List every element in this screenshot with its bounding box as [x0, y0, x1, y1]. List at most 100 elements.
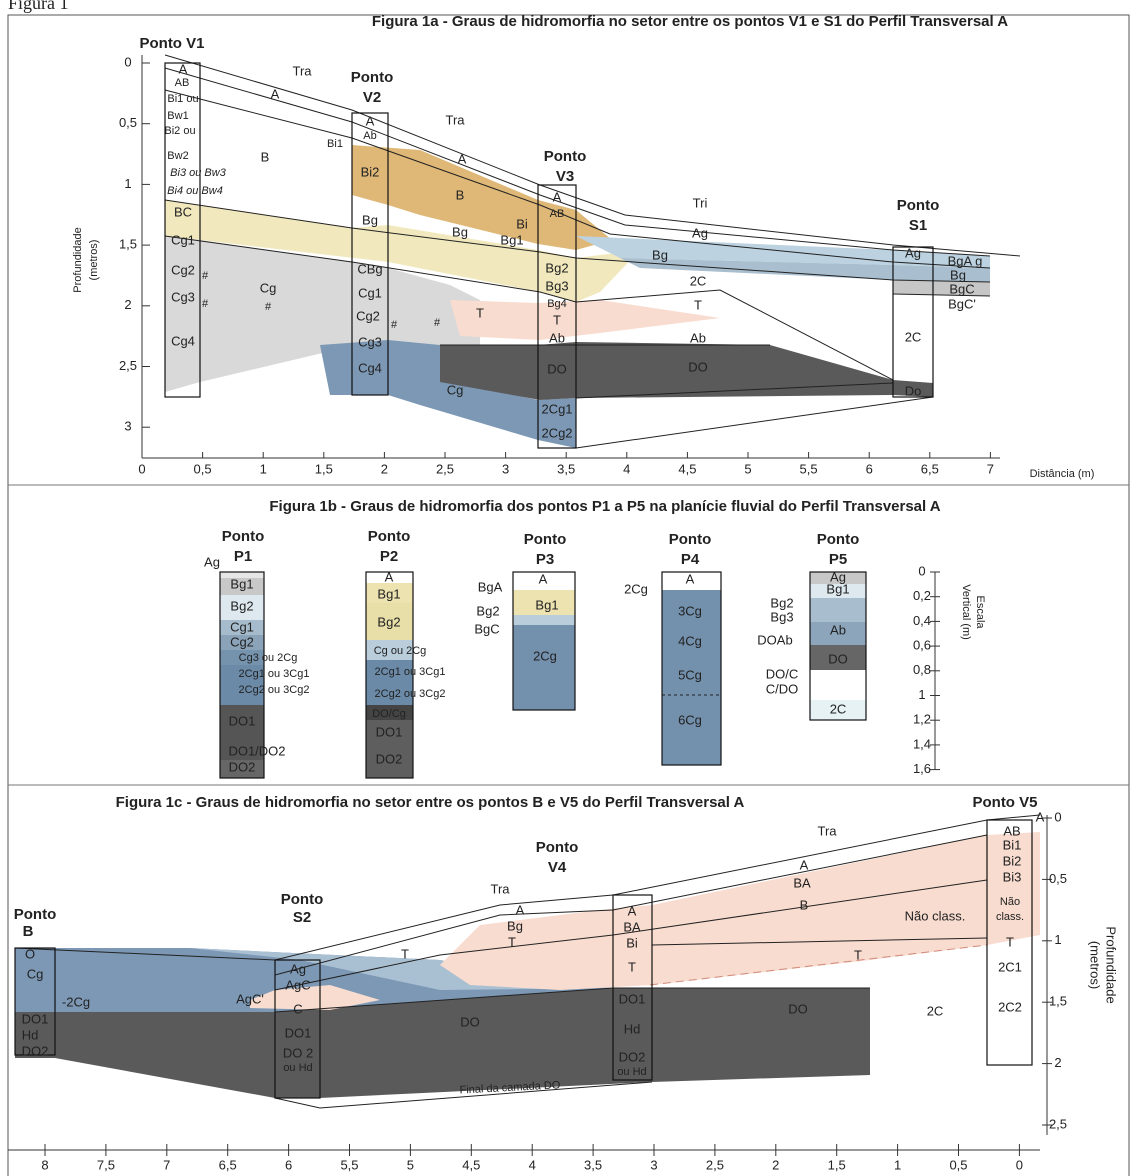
horizon-label: Ponto [536, 839, 579, 856]
horizon-label: Bg [362, 212, 378, 227]
horizon-label: Cg ou 2Cg [374, 645, 427, 657]
horizon-label: A [686, 571, 695, 586]
horizon-label: 5Cg [678, 667, 702, 682]
horizon-label: P1 [234, 548, 252, 565]
horizon-label: Tra [445, 112, 465, 127]
horizon-label: V4 [548, 859, 567, 876]
scale-label: Escala [974, 595, 986, 629]
frame [7, 14, 1130, 1176]
horizon-label: Ponto [897, 197, 940, 214]
horizon-label: DO [688, 359, 708, 374]
horizon-label: 2C [830, 701, 847, 716]
horizon-label: Cg4 [171, 333, 195, 348]
y-tick-label: 0 [1054, 809, 1061, 824]
horizon-label: Não [1000, 896, 1020, 908]
y-tick-label: 1,5 [1049, 994, 1067, 1009]
y-tick-label: 0,5 [119, 115, 137, 130]
horizon-label: Ag [204, 554, 220, 569]
horizon-label: Bg2 [770, 595, 793, 610]
horizon-label: 4Cg [678, 633, 702, 648]
horizon-label: Bi2 [1003, 853, 1022, 868]
horizon-label: T [401, 946, 409, 961]
scale-tick-label: 0,2 [913, 588, 931, 603]
scale-tick-label: 0,8 [913, 662, 931, 677]
horizon-label: Bg [950, 267, 966, 282]
horizon-label: DO2 [229, 759, 256, 774]
horizon-label: Cg3 [171, 289, 195, 304]
horizon-label: ou Hd [283, 1062, 312, 1074]
horizon-label: Bi1 [1003, 837, 1022, 852]
horizon-label: Ponto [524, 531, 567, 548]
horizon-label: Cg1 [230, 619, 254, 634]
lines-1a [141, 54, 1021, 459]
horizon-label: 2C1 [998, 959, 1022, 974]
caption: Figura 1 [8, 0, 69, 13]
x-tick-label: 4,5 [678, 461, 696, 476]
columns-1b [219, 571, 936, 779]
horizon-label: T [1006, 934, 1014, 949]
horizon-label: Bg2 [476, 603, 499, 618]
horizon-label: 2Cg1 [541, 401, 572, 416]
horizon-label: # [202, 298, 209, 310]
horizon-label: AB [550, 208, 565, 220]
y-axis-label: Profundidade [72, 227, 84, 292]
horizon-label: Bg2 [377, 614, 400, 629]
horizon-label: Tri [693, 195, 708, 210]
horizon-label: DO2 [376, 751, 403, 766]
horizon-label: DO1 [285, 1025, 312, 1040]
horizon-label: P5 [829, 551, 847, 568]
horizon-label: # [391, 319, 398, 331]
horizon-label: 2Cg2 ou 3Cg2 [375, 688, 446, 700]
horizon-label: B [456, 187, 465, 202]
horizon-label: Cg2 [230, 634, 254, 649]
y-axis-label: (metros) [1088, 941, 1103, 989]
horizon-label: DO/C [766, 666, 799, 681]
horizon-label: 2Cg1 ou 3Cg1 [239, 668, 310, 680]
horizon-label: Bg1 [500, 232, 523, 247]
title: Figura 1a - Graus de hidromorfia no seto… [372, 13, 1008, 30]
x-tick-label: 2,5 [436, 461, 454, 476]
horizon-label: A [458, 151, 467, 166]
horizon-label: Cg3 [358, 334, 382, 349]
horizon-label: 2Cg [624, 581, 648, 596]
horizon-label: DO [547, 361, 567, 376]
horizon-label: T [628, 959, 636, 974]
y-tick-label: 0,5 [1049, 871, 1067, 886]
horizon-label: Bi2 ou [164, 125, 195, 137]
horizon-label: Tra [292, 63, 312, 78]
horizon-label: Cg1 [358, 285, 382, 300]
x-tick-label: 6,5 [219, 1157, 237, 1172]
horizon-label: 2C [690, 273, 707, 288]
horizon-label: Bi [626, 935, 638, 950]
horizon-label: -2Cg [62, 994, 90, 1009]
y-tick-label: 2,5 [1049, 1116, 1067, 1131]
x-tick-label: 4,5 [462, 1157, 480, 1172]
horizon-label: C [293, 1001, 302, 1016]
horizon-label: 2C [927, 1003, 944, 1018]
regions-1a [165, 145, 990, 448]
scale-tick-label: 0,6 [913, 638, 931, 653]
horizon-label: 2Cg [533, 648, 557, 663]
horizon-label: Bg [507, 918, 523, 933]
horizon-label: DOAb [757, 632, 792, 647]
horizon-label: Ponto [544, 148, 587, 165]
horizon-label: Cg [260, 280, 277, 295]
horizon-label: T [553, 312, 561, 327]
x-axis-label: Distância (m) [1030, 468, 1095, 480]
horizon-label: T [508, 934, 516, 949]
scale-tick-label: 1 [918, 687, 925, 702]
scale-tick-label: 1,4 [913, 736, 931, 751]
horizon-label: Cg4 [358, 360, 382, 375]
horizon-label: Cg3 ou 2Cg [239, 652, 298, 664]
y-tick-label: 3 [124, 419, 131, 434]
horizon-label: DO2 [22, 1043, 49, 1058]
x-tick-label: 1,5 [828, 1157, 846, 1172]
horizon-label: A [179, 61, 188, 76]
horizon-label: P4 [681, 551, 700, 568]
horizon-label: Ponto [14, 906, 57, 923]
horizon-label: 2Cg2 ou 3Cg2 [239, 684, 310, 696]
horizon-label: Do [905, 383, 922, 398]
horizon-label: S2 [293, 909, 311, 926]
horizon-label: Bi4 ou Bw4 [167, 185, 223, 197]
